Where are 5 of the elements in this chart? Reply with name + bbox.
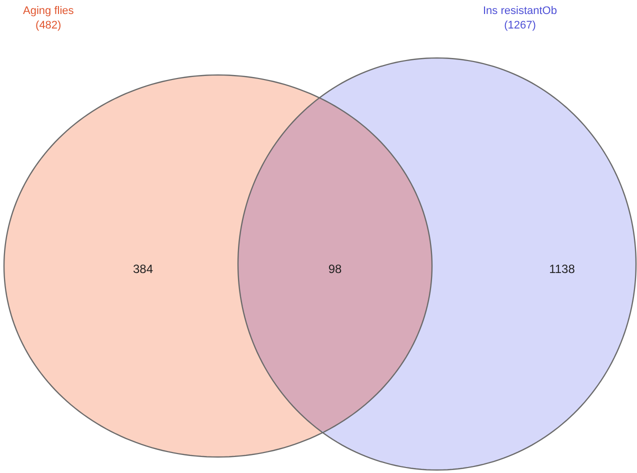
- text: Ins resistantOb (1267): [483, 5, 557, 32]
- data-label: 384: [132, 262, 154, 276]
- data-label: 1138: [549, 262, 576, 276]
- text: Aging flies (482): [23, 5, 74, 32]
- data-label: 98: [328, 262, 342, 276]
